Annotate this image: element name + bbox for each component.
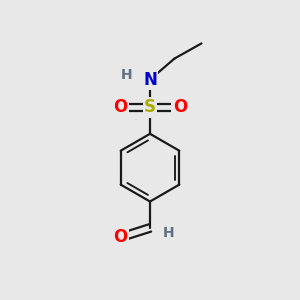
Text: N: N [143, 70, 157, 88]
Text: O: O [173, 98, 187, 116]
Text: S: S [144, 98, 156, 116]
Text: O: O [113, 228, 127, 246]
Text: O: O [113, 98, 127, 116]
Text: H: H [121, 68, 132, 82]
Text: H: H [163, 226, 174, 240]
